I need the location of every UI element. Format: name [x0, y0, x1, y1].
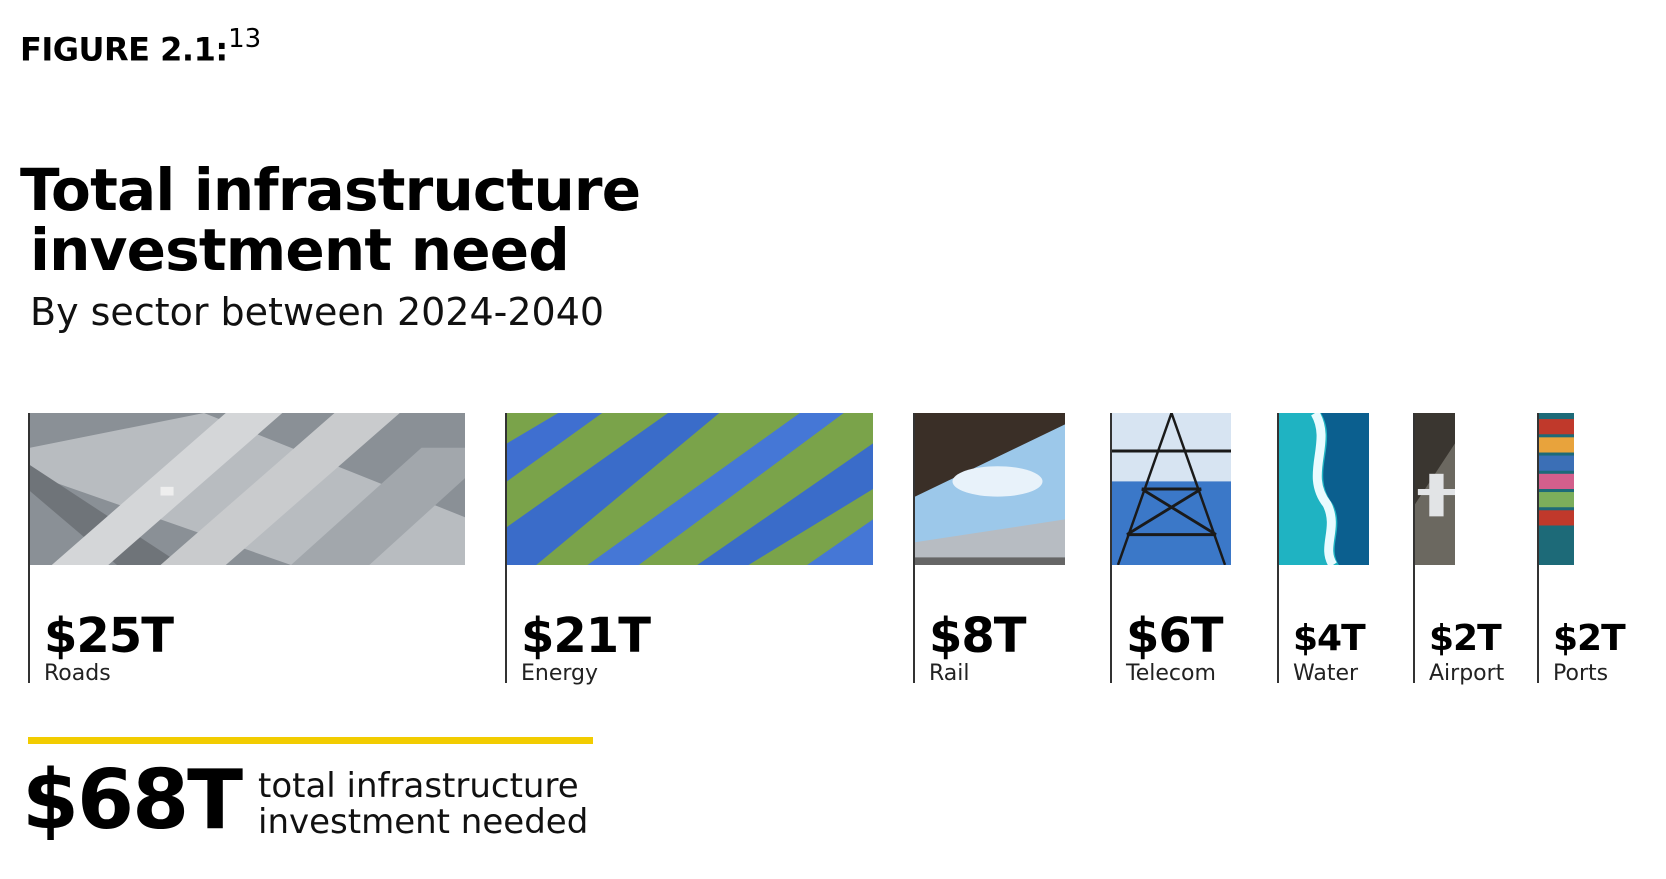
solar-panels-photo — [507, 413, 873, 565]
sector-airport: $2T Airport — [1413, 413, 1504, 686]
total-value: $68T — [22, 753, 243, 848]
sector-rail: $8T Rail — [913, 413, 1103, 686]
sector-water: $4T Water — [1277, 413, 1407, 686]
sector-roads: $25T Roads — [28, 413, 503, 686]
highway-overpass-photo — [30, 413, 465, 565]
footnote-ref[interactable]: 13 — [228, 24, 262, 54]
chart-title-line1: Total infrastructure — [20, 156, 641, 224]
total-caption-line1: total infrastructure — [258, 766, 579, 806]
sector-ports: $2T Ports — [1537, 413, 1626, 686]
chart-title-line2: investment need — [30, 216, 570, 284]
chart-subtitle: By sector between 2024-2040 — [30, 290, 605, 334]
airplane-runway-photo — [1415, 413, 1455, 565]
total-accent-bar — [28, 737, 593, 744]
rail-train-photo — [915, 413, 1065, 565]
sector-value: $2T — [1429, 618, 1502, 659]
sector-value: $4T — [1293, 618, 1366, 659]
ocean-water-photo — [1279, 413, 1369, 565]
sector-value: $21T — [521, 608, 651, 664]
sector-value: $25T — [44, 608, 174, 664]
sector-value: $2T — [1553, 618, 1626, 659]
sector-label: Airport — [1429, 661, 1505, 686]
sector-label: Water — [1293, 661, 1359, 686]
sector-label: Rail — [929, 661, 970, 686]
sector-value: $8T — [929, 608, 1027, 664]
total-caption-line2: investment needed — [258, 802, 589, 842]
transmission-tower-photo — [1112, 413, 1231, 565]
total-caption: total infrastructure investment needed — [258, 768, 588, 840]
container-ship-photo — [1539, 413, 1574, 565]
sector-label: Ports — [1553, 661, 1609, 686]
figure-colon: : — [215, 30, 229, 69]
figure-number: FIGURE 2.1 — [20, 30, 216, 69]
sector-label: Energy — [521, 661, 599, 686]
sector-label: Telecom — [1126, 661, 1216, 686]
figure-label: FIGURE 2.1:13 — [20, 24, 262, 69]
sector-label: Roads — [44, 661, 111, 686]
chart-title: Total infrastructure investment need — [20, 160, 641, 284]
sector-energy: $21T Energy — [505, 413, 911, 686]
sector-telecom: $6T Telecom — [1110, 413, 1269, 686]
sector-value: $6T — [1126, 608, 1224, 664]
